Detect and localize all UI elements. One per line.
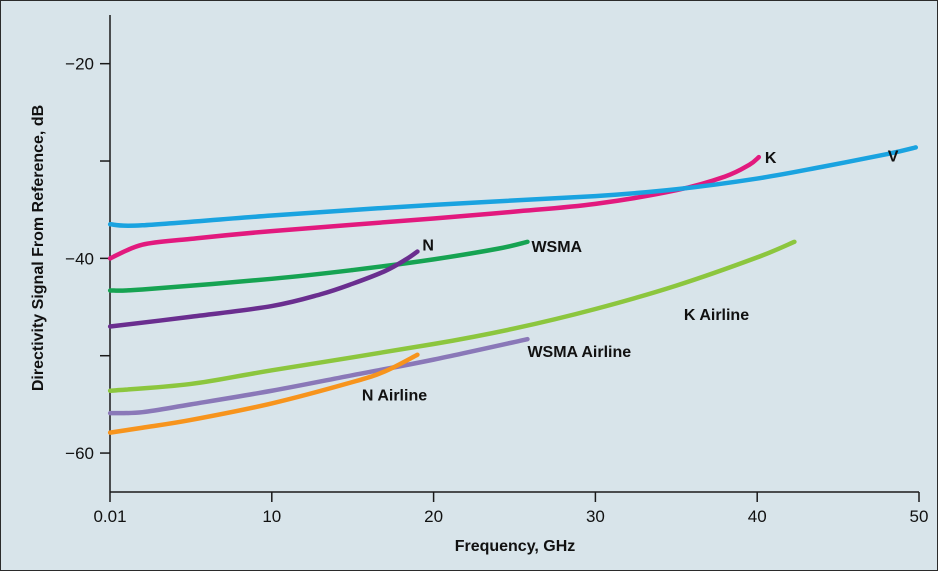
y-tick-label: −60 [65,444,94,463]
series-labels: WSMA Airline N Airline K Airline WSMA N K V [362,148,899,404]
x-axis-title: Frequency, GHz [455,538,576,555]
series-label-wsma: WSMA [531,239,582,256]
series-line-wsma [107,239,530,293]
series-label-n-airline: N Airline [362,387,427,404]
series-label-wsma-airline: WSMA Airline [527,344,631,361]
x-tick-label: 30 [586,507,605,526]
axes [109,15,919,493]
series-label-v: V [888,148,899,165]
x-tick-label: 50 [910,507,929,526]
series-line-k-airline [107,239,797,394]
y-axis-title: Directivity Signal From Reference, dB [30,105,47,391]
series-label-n: N [422,238,434,255]
x-tick-label: 20 [424,507,443,526]
series-line-k [107,154,762,261]
ticks: 0.01 10 20 30 40 50 −20 −40 −60 [65,55,928,526]
series-line-n-airline [107,352,420,435]
series-line-v [107,145,919,229]
series-label-k: K [765,150,777,167]
x-tick-label: 0.01 [93,507,126,526]
series-label-k-airline: K Airline [684,307,749,324]
y-tick-label: −20 [65,55,94,74]
y-tick-label: −40 [65,249,94,268]
x-tick-label: 10 [262,507,281,526]
series-line-n [107,249,420,329]
x-tick-label: 40 [748,507,767,526]
series-lines [107,145,919,435]
series-line-wsma-airline [107,336,530,416]
